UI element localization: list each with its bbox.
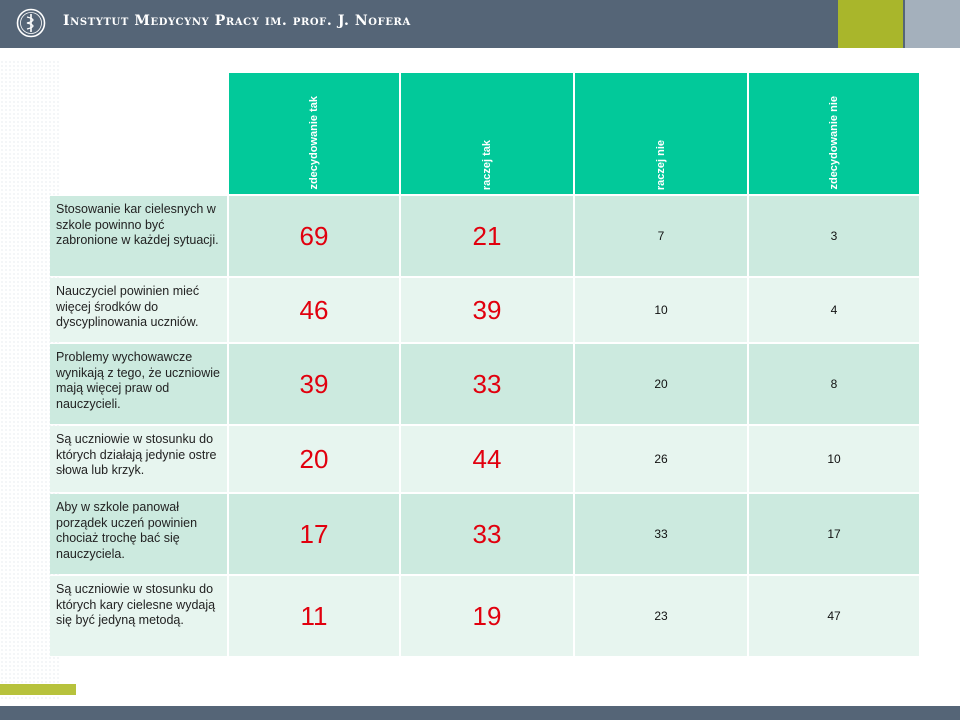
value-cell: 33 [401,344,573,424]
value-cell: 33 [401,494,573,574]
column-label: zdecydowanie nie [827,96,840,190]
row-statement: Są uczniowie w stosunku do których dział… [50,426,227,492]
value-cell: 69 [229,196,399,276]
header-accent-green [838,0,903,48]
column-label: raczej tak [480,139,493,190]
column-label: zdecydowanie tak [307,96,320,190]
value-cell: 11 [229,576,399,656]
value-cell: 47 [749,576,919,656]
value-cell: 46 [229,278,399,342]
value-cell: 19 [401,576,573,656]
header-accent-gray [905,0,960,48]
value-cell: 23 [575,576,747,656]
column-header-definitely-no: zdecydowanie nie [749,73,919,194]
header-corner-cell [50,73,227,194]
value-cell: 39 [229,344,399,424]
value-cell: 10 [575,278,747,342]
row-statement: Aby w szkole panował porządek uczeń powi… [50,494,227,574]
value-cell: 20 [229,426,399,492]
value-cell: 8 [749,344,919,424]
survey-results-table: zdecydowanie tak raczej tak raczej nie z… [48,71,921,658]
value-cell: 3 [749,196,919,276]
value-cell: 17 [749,494,919,574]
row-statement: Są uczniowie w stosunku do których kary … [50,576,227,656]
table-row: Problemy wychowawcze wynikają z tego, że… [50,344,919,424]
column-header-row: zdecydowanie tak raczej tak raczej nie z… [50,73,919,194]
row-statement: Stosowanie kar cielesnych w szkole powin… [50,196,227,276]
value-cell: 44 [401,426,573,492]
value-cell: 7 [575,196,747,276]
column-header-definitely-yes: zdecydowanie tak [229,73,399,194]
column-header-rather-yes: raczej tak [401,73,573,194]
table-row: Nauczyciel powinien mieć więcej środków … [50,278,919,342]
value-cell: 17 [229,494,399,574]
header-band: Instytut Medycyny Pracy im. prof. J. Nof… [0,0,960,48]
table-row: Są uczniowie w stosunku do których kary … [50,576,919,656]
institute-name: Instytut Medycyny Pracy im. prof. J. Nof… [63,13,411,29]
row-statement: Problemy wychowawcze wynikają z tego, że… [50,344,227,424]
value-cell: 21 [401,196,573,276]
value-cell: 4 [749,278,919,342]
column-label: raczej nie [654,139,667,190]
value-cell: 26 [575,426,747,492]
footer-accent-bar [0,684,76,695]
table-row: Są uczniowie w stosunku do których dział… [50,426,919,492]
table-row: Stosowanie kar cielesnych w szkole powin… [50,196,919,276]
row-statement: Nauczyciel powinien mieć więcej środków … [50,278,227,342]
footer-band [0,706,960,720]
table-row: Aby w szkole panował porządek uczeń powi… [50,494,919,574]
column-header-rather-no: raczej nie [575,73,747,194]
value-cell: 20 [575,344,747,424]
value-cell: 10 [749,426,919,492]
value-cell: 39 [401,278,573,342]
medical-caduceus-icon [16,8,46,38]
value-cell: 33 [575,494,747,574]
